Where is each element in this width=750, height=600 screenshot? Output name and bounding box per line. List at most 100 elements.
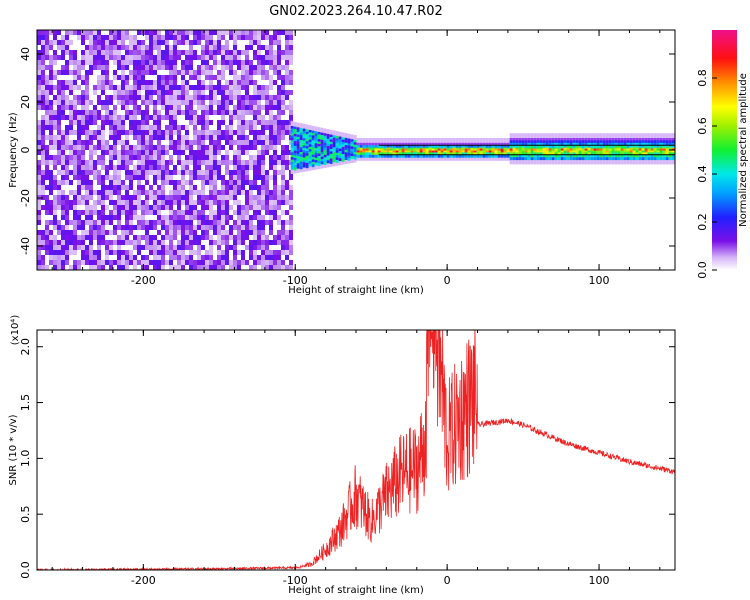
heatmap-cell	[173, 145, 177, 150]
heatmap-cell	[217, 160, 221, 165]
heatmap-cell	[77, 70, 81, 75]
heatmap-cell	[617, 157, 621, 161]
heatmap-cell	[165, 230, 169, 235]
heatmap-cell	[249, 100, 253, 105]
heatmap-cell	[659, 152, 663, 156]
heatmap-cell	[193, 250, 197, 255]
heatmap-cell	[440, 142, 444, 146]
heatmap-cell	[197, 255, 201, 260]
heatmap-cell	[617, 152, 621, 156]
heatmap-cell	[141, 235, 145, 240]
heatmap-cell	[289, 100, 293, 105]
heatmap-cell	[77, 265, 81, 270]
heatmap-cell	[53, 125, 57, 130]
heatmap-cell	[305, 158, 309, 162]
heatmap-cell	[662, 154, 666, 158]
heatmap-cell	[285, 210, 289, 215]
heatmap-cell	[332, 137, 336, 141]
heatmap-cell	[446, 145, 450, 149]
heatmap-cell	[173, 65, 177, 70]
heatmap-cell	[69, 180, 73, 185]
heatmap-cell	[314, 131, 318, 135]
heatmap-cell	[145, 110, 149, 115]
heatmap-cell	[296, 132, 300, 136]
heatmap-cell	[452, 152, 456, 156]
heatmap-cell	[137, 155, 141, 160]
heatmap-cell	[530, 140, 534, 144]
heatmap-cell	[221, 180, 225, 185]
heatmap-cell	[285, 230, 289, 235]
heatmap-cell	[125, 60, 129, 65]
heatmap-cell	[539, 150, 543, 153]
heatmap-cell	[217, 60, 221, 65]
heatmap-cell	[125, 185, 129, 190]
heatmap-cell	[269, 85, 273, 90]
heatmap-cell	[93, 145, 97, 150]
heatmap-cell	[113, 190, 117, 195]
heatmap-cell	[323, 154, 327, 158]
heatmap-cell	[133, 190, 137, 195]
heatmap-cell	[149, 90, 153, 95]
heatmap-cell	[37, 165, 41, 170]
heatmap-cell	[410, 150, 414, 153]
heatmap-cell	[277, 100, 281, 105]
heatmap-cell	[554, 148, 558, 151]
heatmap-cell	[201, 105, 205, 110]
heatmap-cell	[217, 260, 221, 265]
heatmap-cell	[205, 50, 209, 55]
heatmap-cell	[165, 220, 169, 225]
heatmap-cell	[644, 142, 648, 146]
heatmap-cell	[269, 260, 273, 265]
heatmap-cell	[169, 245, 173, 250]
heatmap-cell	[285, 125, 289, 130]
heatmap-cell	[217, 215, 221, 220]
heatmap-cell	[193, 90, 197, 95]
heatmap-cell	[389, 152, 393, 156]
heatmap-cell	[365, 154, 369, 158]
heatmap-cell	[277, 125, 281, 130]
heatmap-cell	[125, 140, 129, 145]
heatmap-cell	[257, 175, 261, 180]
heatmap-cell	[61, 175, 65, 180]
heatmap-cell	[85, 135, 89, 140]
heatmap-cell	[335, 152, 339, 156]
heatmap-cell	[65, 70, 69, 75]
heatmap-cell	[113, 70, 117, 75]
heatmap-cell	[209, 250, 213, 255]
heatmap-cell	[89, 130, 93, 135]
heatmap-cell	[181, 265, 185, 270]
heatmap-cell	[217, 205, 221, 210]
heatmap-cell	[165, 195, 169, 200]
heatmap-cell	[269, 200, 273, 205]
heatmap-cell	[81, 180, 85, 185]
heatmap-cell	[49, 85, 53, 90]
heatmap-cell	[157, 230, 161, 235]
heatmap-cell	[374, 154, 378, 158]
heatmap-cell	[53, 85, 57, 90]
heatmap-cell	[473, 154, 477, 158]
heatmap-cell	[332, 147, 336, 151]
heatmap-cell	[401, 154, 405, 158]
heatmap-cell	[281, 90, 285, 95]
heatmap-cell	[141, 220, 145, 225]
heatmap-cell	[296, 141, 300, 145]
heatmap-cell	[177, 135, 181, 140]
heatmap-cell	[273, 235, 277, 240]
heatmap-cell	[665, 138, 669, 141]
heatmap-cell	[73, 160, 77, 165]
heatmap-cell	[563, 154, 567, 158]
heatmap-cell	[185, 170, 189, 175]
heatmap-cell	[117, 205, 121, 210]
heatmap-cell	[515, 140, 519, 144]
heatmap-cell	[332, 159, 336, 163]
heatmap-cell	[635, 150, 639, 153]
heatmap-cell	[241, 160, 245, 165]
heatmap-cell	[153, 55, 157, 60]
heatmap-cell	[273, 130, 277, 135]
heatmap-cell	[121, 185, 125, 190]
heatmap-cell	[89, 110, 93, 115]
heatmap-cell	[201, 245, 205, 250]
heatmap-cell	[97, 50, 101, 55]
heatmap-cell	[57, 125, 61, 130]
heatmap-cell	[73, 70, 77, 75]
